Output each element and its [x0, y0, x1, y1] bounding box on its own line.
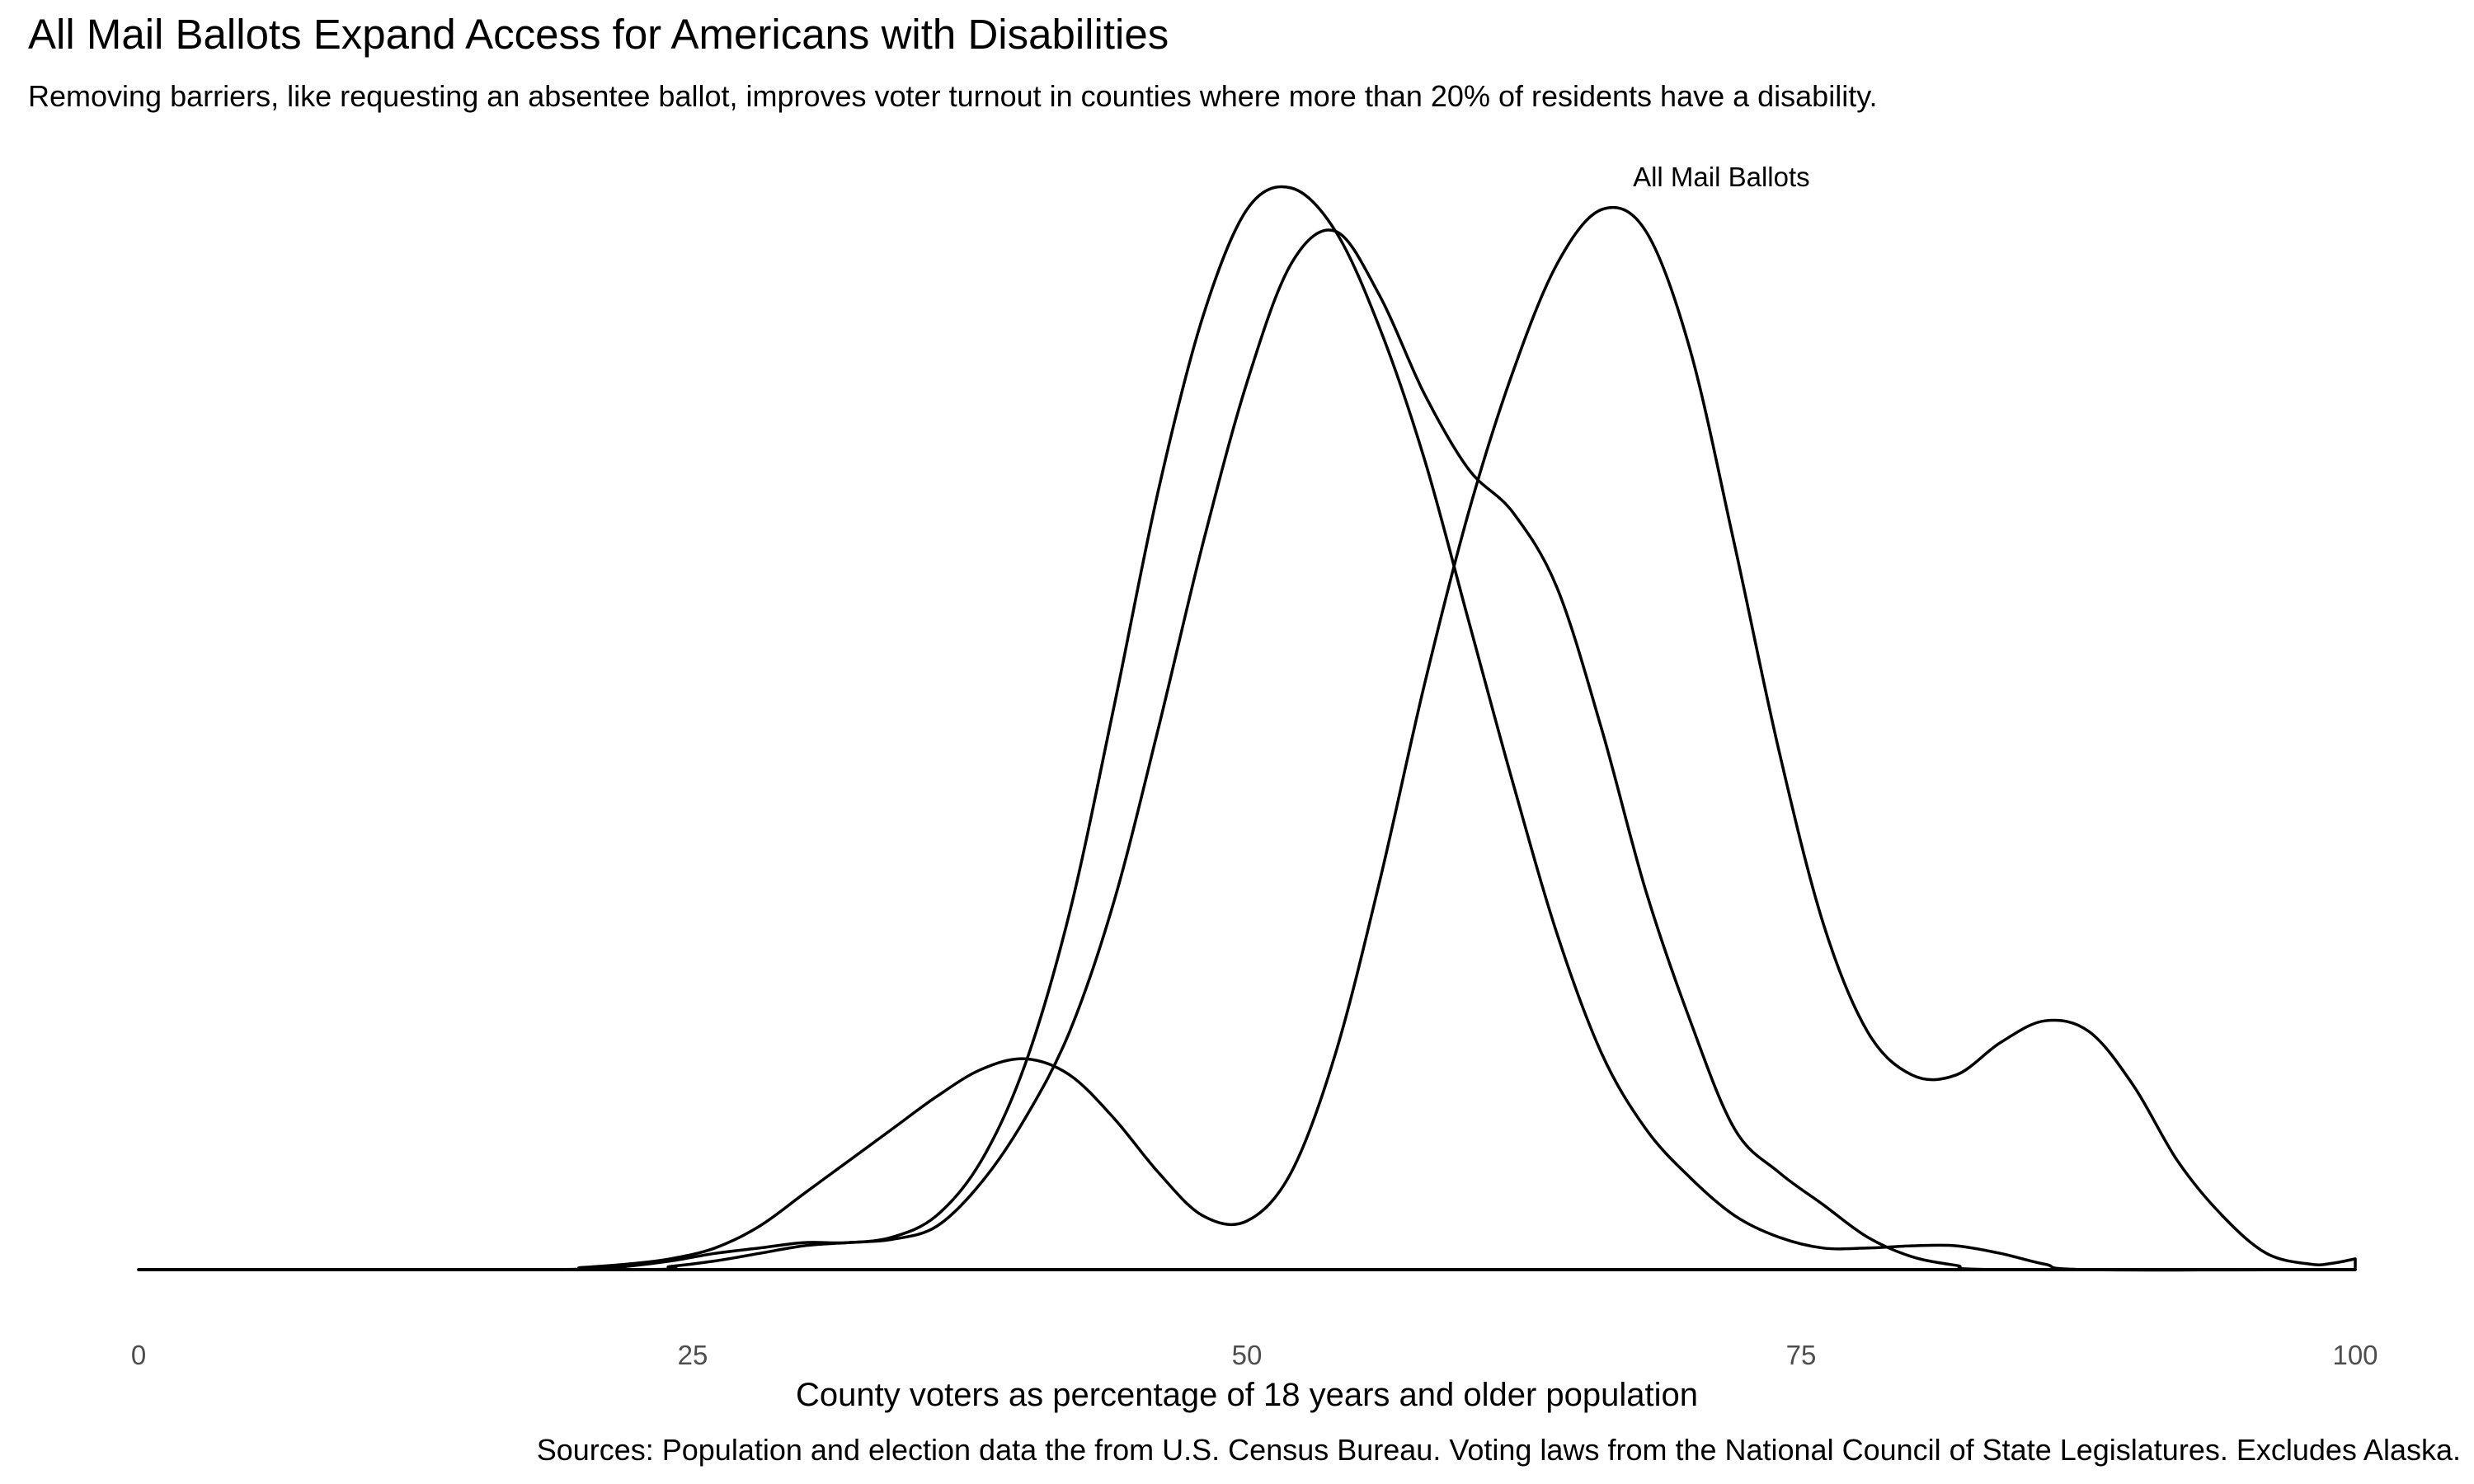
x-tick-layer: 0 25 50 75 100 [131, 1340, 2378, 1370]
chart-title: All Mail Ballots Expand Access for Ameri… [28, 11, 1169, 58]
series-label-layer: All Mail Ballots [1633, 162, 1810, 192]
density-curve-3 [137, 205, 2357, 1271]
x-tick-label: 100 [2332, 1340, 2378, 1370]
source-caption: Sources: Population and election data th… [536, 1433, 2461, 1467]
x-tick-label: 50 [1232, 1340, 1263, 1370]
x-tick-label: 0 [131, 1340, 146, 1370]
series-layer [137, 185, 2357, 1272]
series-label: All Mail Ballots [1633, 162, 1810, 192]
density-curve-1 [137, 185, 2357, 1272]
x-tick-label: 75 [1786, 1340, 1817, 1370]
chart-subtitle: Removing barriers, like requesting an ab… [28, 79, 1878, 113]
density-curve-2 [137, 228, 2357, 1272]
x-axis-title: County voters as percentage of 18 years … [795, 1377, 1699, 1413]
x-tick-label: 25 [678, 1340, 708, 1370]
